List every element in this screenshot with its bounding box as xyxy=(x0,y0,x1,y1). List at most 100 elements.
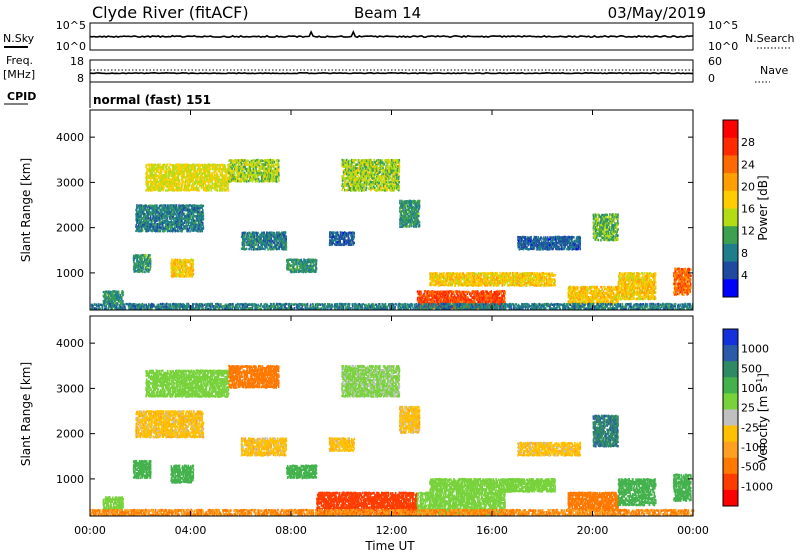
heatmap-cell xyxy=(184,258,186,261)
heatmap-cell xyxy=(164,173,166,177)
heatmap-cell xyxy=(179,269,181,272)
heatmap-cell xyxy=(338,243,340,247)
heatmap-cell xyxy=(168,166,171,169)
heatmap-cell xyxy=(133,268,135,271)
heatmap-cell xyxy=(204,171,206,175)
heatmap-cell xyxy=(374,178,376,181)
heatmap-cell xyxy=(367,179,369,182)
heatmap-cell xyxy=(209,184,212,187)
heatmap-cell xyxy=(259,167,261,171)
heatmap-cell xyxy=(162,182,165,186)
heatmap-cell xyxy=(184,178,187,181)
heatmap-cell xyxy=(180,189,183,192)
heatmap-cell xyxy=(183,180,185,183)
heatmap-cell xyxy=(362,176,365,179)
heatmap-cell xyxy=(348,241,350,244)
heatmap-cell xyxy=(281,243,284,246)
heatmap-cell xyxy=(165,212,168,215)
heatmap-cell xyxy=(167,189,169,192)
heatmap-cell xyxy=(183,206,185,210)
heatmap-cell xyxy=(215,185,217,188)
heatmap-cell xyxy=(225,189,228,192)
heatmap-cell xyxy=(349,168,352,172)
heatmap-cell xyxy=(373,175,375,178)
heatmap-cell xyxy=(170,172,172,175)
heatmap-cell xyxy=(241,247,244,250)
heatmap-cell xyxy=(204,182,206,185)
heatmap-cell xyxy=(200,168,203,171)
heatmap-cell xyxy=(271,159,273,162)
heatmap-cell xyxy=(411,210,414,213)
heatmap-cell xyxy=(398,189,400,192)
heatmap-cell xyxy=(145,227,148,231)
heatmap-cell xyxy=(355,181,357,184)
heatmap-cell xyxy=(121,297,123,301)
heatmap-cell xyxy=(189,271,191,274)
heatmap-cell xyxy=(251,238,253,241)
heatmap-cell xyxy=(331,235,333,239)
heatmap-cell xyxy=(166,206,168,210)
heatmap-cell xyxy=(201,180,203,184)
heatmap-cell xyxy=(397,181,399,184)
heatmap-cell xyxy=(166,178,169,181)
heatmap-cell xyxy=(294,262,297,265)
heatmap-cell xyxy=(345,161,348,164)
heatmap-cell xyxy=(347,169,350,172)
heatmap-cell xyxy=(167,170,170,173)
heatmap-cell xyxy=(378,161,380,164)
heatmap-cell xyxy=(270,235,273,238)
heatmap-cell xyxy=(271,233,274,236)
heatmap-cell xyxy=(134,266,137,269)
heatmap-cell xyxy=(247,233,249,236)
heatmap-cell xyxy=(177,187,180,190)
heatmap-cell xyxy=(420,290,422,293)
heatmap-cell xyxy=(344,231,346,234)
heatmap-cell xyxy=(166,214,169,218)
heatmap-cell xyxy=(414,223,416,226)
heatmap-cell xyxy=(372,187,375,190)
heatmap-cell xyxy=(390,187,393,190)
heatmap-cell xyxy=(424,290,427,293)
heatmap-cell xyxy=(231,165,233,168)
heatmap-cell xyxy=(357,187,360,190)
heatmap-cell xyxy=(265,235,267,239)
heatmap-cell xyxy=(200,223,202,227)
heatmap-cell xyxy=(404,212,407,215)
heatmap-cell xyxy=(181,265,184,268)
heatmap-cell xyxy=(261,175,264,178)
heatmap-cell xyxy=(200,206,202,209)
heatmap-cell xyxy=(201,163,203,167)
heatmap-cell xyxy=(347,180,349,184)
heatmap-cell xyxy=(112,292,114,295)
heatmap-cell xyxy=(202,184,205,188)
heatmap-cell xyxy=(385,182,388,185)
heatmap-cell xyxy=(373,165,376,168)
heatmap-cell xyxy=(399,216,402,219)
heatmap-cell xyxy=(180,178,183,181)
heatmap-cell xyxy=(163,213,166,216)
heatmap-cell xyxy=(170,184,173,187)
heatmap-cell xyxy=(348,167,350,170)
heatmap-cell xyxy=(364,185,366,188)
heatmap-cell xyxy=(419,297,422,300)
heatmap-cell xyxy=(107,293,110,297)
heatmap-cell xyxy=(350,241,352,245)
heatmap-cell xyxy=(418,202,421,205)
heatmap-cell xyxy=(351,168,354,172)
heatmap-cell xyxy=(143,221,146,224)
heatmap-cell xyxy=(402,210,404,213)
heatmap-cell xyxy=(411,219,414,222)
heatmap-cell xyxy=(231,173,233,177)
heatmap-cell xyxy=(352,237,355,240)
heatmap-cell xyxy=(105,298,107,301)
heatmap-cell xyxy=(409,206,412,210)
heatmap-cell xyxy=(193,172,195,175)
heatmap-cell xyxy=(175,229,177,232)
heatmap-cell xyxy=(245,180,248,183)
heatmap-cell xyxy=(390,177,392,180)
heatmap-cell xyxy=(187,259,190,262)
heatmap-cell xyxy=(230,167,232,170)
heatmap-cell xyxy=(156,225,159,228)
heatmap-cell xyxy=(198,189,200,192)
heatmap-cell xyxy=(143,223,145,227)
